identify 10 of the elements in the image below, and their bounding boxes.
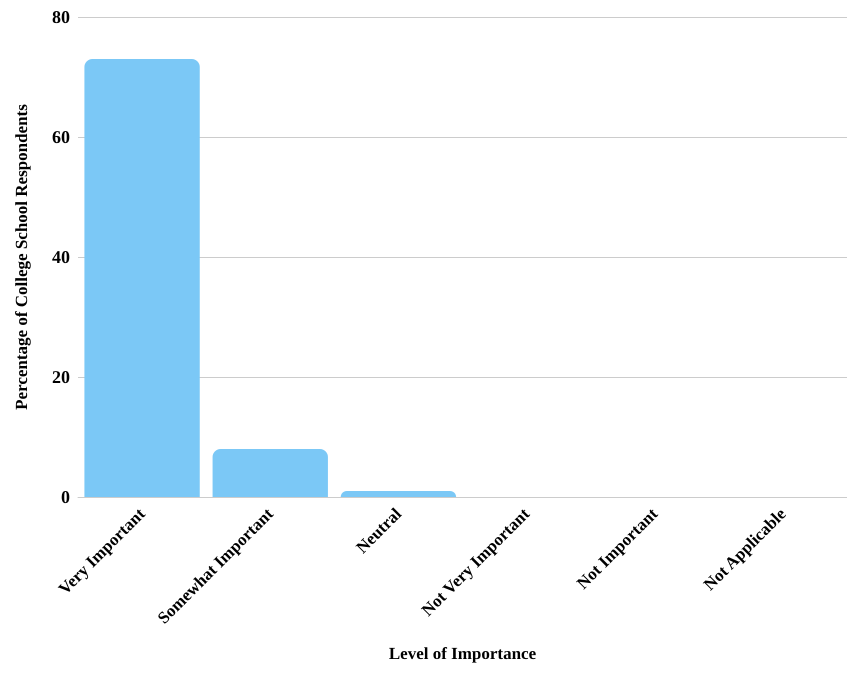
bar bbox=[340, 491, 456, 497]
x-axis-title: Level of Importance bbox=[388, 644, 537, 663]
y-tick-label: 20 bbox=[52, 367, 70, 387]
bar bbox=[84, 59, 200, 497]
bar bbox=[212, 449, 328, 497]
y-tick-label: 40 bbox=[52, 247, 70, 267]
y-tick-label: 0 bbox=[61, 487, 70, 507]
y-axis-title: Percentage of College School Respondents bbox=[12, 104, 31, 410]
y-tick-label: 80 bbox=[52, 7, 70, 27]
y-tick-label: 60 bbox=[52, 127, 70, 147]
